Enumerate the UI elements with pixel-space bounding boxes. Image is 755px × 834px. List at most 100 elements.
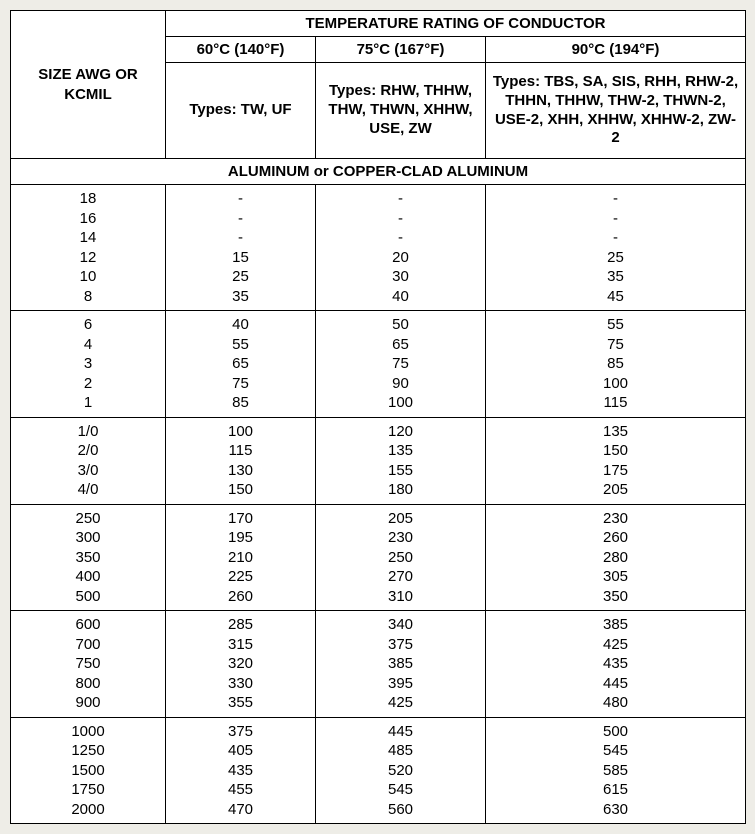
size-value: 4	[11, 335, 165, 355]
ampacity-value: 90	[316, 374, 485, 394]
size-value: 800	[11, 674, 165, 694]
size-value: 6	[11, 315, 165, 335]
table-row: 6007007508009002853153203303553403753853…	[11, 611, 746, 718]
value-cell: 557585100115	[486, 311, 746, 418]
ampacity-value: 425	[316, 693, 485, 713]
ampacity-value: 175	[486, 461, 745, 481]
ampacity-value: 35	[166, 287, 315, 307]
value-cell: 135150175205	[486, 417, 746, 504]
ampacity-value: 170	[166, 509, 315, 529]
ampacity-value: 435	[166, 761, 315, 781]
temp-90-header: 90°C (194°F)	[486, 37, 746, 63]
ampacity-value: 75	[486, 335, 745, 355]
table-row: 1/02/03/04/01001151301501201351551801351…	[11, 417, 746, 504]
ampacity-value: 545	[316, 780, 485, 800]
size-value: 250	[11, 509, 165, 529]
ampacity-value: -	[166, 189, 315, 209]
size-value: 16	[11, 209, 165, 229]
size-value: 8	[11, 287, 165, 307]
ampacity-value: 30	[316, 267, 485, 287]
size-value: 750	[11, 654, 165, 674]
ampacity-value: 85	[166, 393, 315, 413]
size-value: 1500	[11, 761, 165, 781]
ampacity-value: 405	[166, 741, 315, 761]
value-cell: 230260280305350	[486, 504, 746, 611]
ampacity-value: 560	[316, 800, 485, 820]
size-cell: 600700750800900	[11, 611, 166, 718]
ampacity-value: 120	[316, 422, 485, 442]
ampacity-value: 315	[166, 635, 315, 655]
size-value: 14	[11, 228, 165, 248]
size-value: 1/0	[11, 422, 165, 442]
ampacity-value: 305	[486, 567, 745, 587]
ampacity-value: 285	[166, 615, 315, 635]
value-cell: 205230250270310	[316, 504, 486, 611]
ampacity-value: 425	[486, 635, 745, 655]
ampacity-value: 150	[486, 441, 745, 461]
size-cell: 1/02/03/04/0	[11, 417, 166, 504]
types-75: Types: RHW, THHW, THW, THWN, XHHW, USE, …	[316, 63, 486, 159]
value-cell: 375405435455470	[166, 717, 316, 824]
size-value: 3/0	[11, 461, 165, 481]
ampacity-value: 155	[316, 461, 485, 481]
ampacity-value: 115	[486, 393, 745, 413]
ampacity-value: 385	[486, 615, 745, 635]
ampacity-value: 25	[166, 267, 315, 287]
ampacity-value: 435	[486, 654, 745, 674]
ampacity-value: 100	[486, 374, 745, 394]
ampacity-value: 385	[316, 654, 485, 674]
ampacity-value: 470	[166, 800, 315, 820]
value-cell: 385425435445480	[486, 611, 746, 718]
ampacity-value: 330	[166, 674, 315, 694]
ampacity-value: 230	[486, 509, 745, 529]
ampacity-value: 355	[166, 693, 315, 713]
size-value: 3	[11, 354, 165, 374]
main-title: TEMPERATURE RATING OF CONDUCTOR	[166, 11, 746, 37]
ampacity-value: 75	[316, 354, 485, 374]
size-value: 18	[11, 189, 165, 209]
ampacity-value: 180	[316, 480, 485, 500]
size-value: 1000	[11, 722, 165, 742]
ampacity-value: -	[486, 228, 745, 248]
value-cell: 285315320330355	[166, 611, 316, 718]
size-value: 2/0	[11, 441, 165, 461]
ampacity-value: -	[316, 228, 485, 248]
size-value: 500	[11, 587, 165, 607]
size-cell: 64321	[11, 311, 166, 418]
ampacity-value: 455	[166, 780, 315, 800]
ampacity-value: 20	[316, 248, 485, 268]
temp-75-header: 75°C (167°F)	[316, 37, 486, 63]
size-value: 700	[11, 635, 165, 655]
ampacity-value: -	[166, 228, 315, 248]
ampacity-value: 310	[316, 587, 485, 607]
ampacity-value: 630	[486, 800, 745, 820]
ampacity-value: 65	[316, 335, 485, 355]
value-cell: 120135155180	[316, 417, 486, 504]
table-row: 18161412108---152535---203040---253545	[11, 185, 746, 311]
ampacity-value: 480	[486, 693, 745, 713]
table-row: 2503003504005001701952102252602052302502…	[11, 504, 746, 611]
material-header: ALUMINUM or COPPER-CLAD ALUMINUM	[11, 159, 746, 185]
types-90: Types: TBS, SA, SIS, RHH, RHW-2, THHN, T…	[486, 63, 746, 159]
size-cell: 250300350400500	[11, 504, 166, 611]
types-60: Types: TW, UF	[166, 63, 316, 159]
ampacity-value: -	[486, 189, 745, 209]
size-value: 2	[11, 374, 165, 394]
ampacity-value: 195	[166, 528, 315, 548]
ampacity-value: 40	[316, 287, 485, 307]
size-value: 350	[11, 548, 165, 568]
value-cell: 4055657585	[166, 311, 316, 418]
ampacity-value: 130	[166, 461, 315, 481]
value-cell: 500545585615630	[486, 717, 746, 824]
ampacity-value: 445	[486, 674, 745, 694]
value-cell: 340375385395425	[316, 611, 486, 718]
size-value: 300	[11, 528, 165, 548]
size-value: 12	[11, 248, 165, 268]
ampacity-value: -	[316, 189, 485, 209]
value-cell: ---203040	[316, 185, 486, 311]
ampacity-value: 15	[166, 248, 315, 268]
size-value: 2000	[11, 800, 165, 820]
ampacity-value: -	[486, 209, 745, 229]
size-header-line2: KCMIL	[64, 86, 112, 103]
size-value: 10	[11, 267, 165, 287]
